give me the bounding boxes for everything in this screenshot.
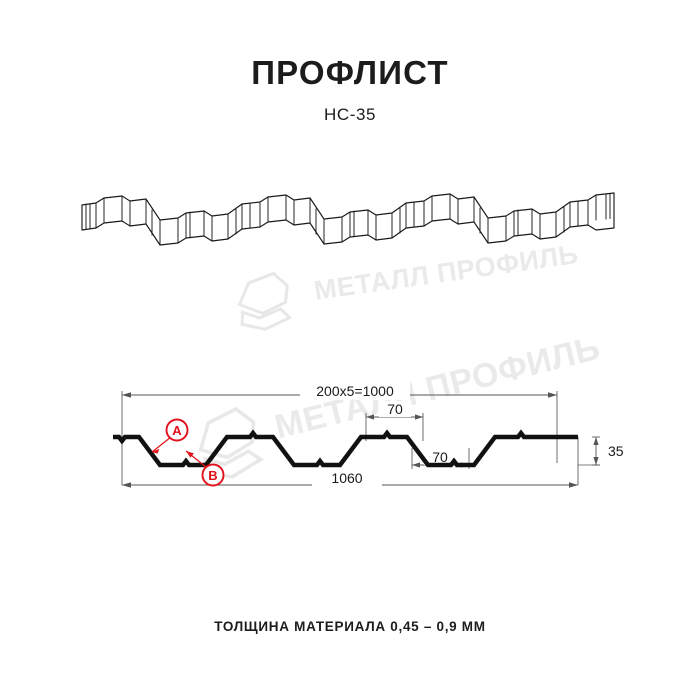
dimension-label-height: 35 [608, 443, 624, 459]
title-block: ПРОФЛИСТ НС-35 [0, 54, 700, 125]
cross-section-view: 200x5=1000 70 70 [0, 355, 700, 515]
material-thickness-note: ТОЛЩИНА МАТЕРИАЛА 0,45 – 0,9 ММ [214, 619, 486, 634]
dimension-label-crest-width: 70 [387, 401, 403, 417]
isometric-sheet-body [81, 192, 615, 246]
dimension-label-valley-width: 70 [432, 449, 448, 465]
dimension-pitch-total: 200x5=1000 [122, 382, 557, 400]
dimension-height: 35 [593, 437, 624, 465]
dimension-label-pitch-total: 200x5=1000 [316, 383, 394, 399]
profile-section-line [113, 429, 578, 468]
dimension-label-overall-width: 1060 [331, 470, 362, 486]
isometric-profile-view [0, 170, 700, 320]
dimension-overall-width: 1060 [122, 470, 578, 488]
isometric-fold-lines [85, 193, 611, 246]
page-title: ПРОФЛИСТ [251, 54, 449, 91]
isometric-outline [81, 192, 615, 246]
product-model-subtitle: НС-35 [323, 104, 377, 124]
dimension-crest-width: 70 [366, 401, 423, 420]
dimension-valley-width: 70 [412, 449, 469, 468]
